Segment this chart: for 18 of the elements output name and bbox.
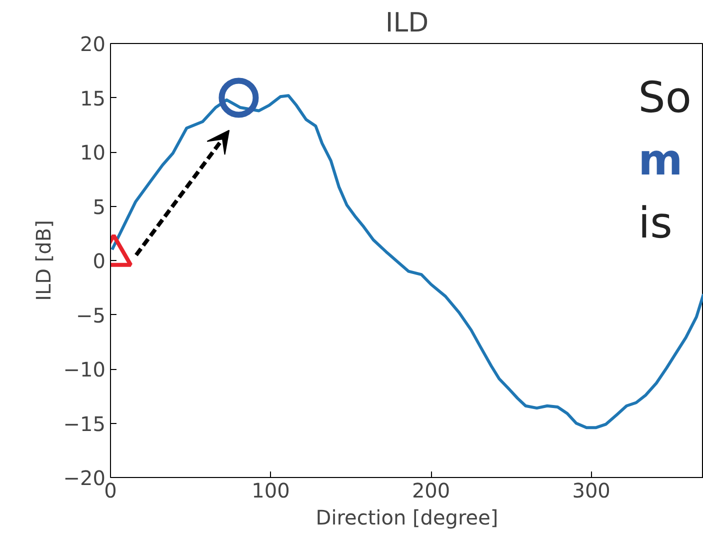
y-tick-label: −10 <box>63 358 106 382</box>
x-tick-label: 100 <box>252 478 290 502</box>
y-tick-label: 10 <box>80 140 106 164</box>
y-tick-label: 20 <box>80 32 106 56</box>
y-tick-label: −20 <box>63 466 106 490</box>
annotation: m <box>638 136 683 186</box>
x-tick-label: 300 <box>572 478 610 502</box>
y-tick-label: 5 <box>92 194 106 219</box>
y-axis-title: ILD [dB] <box>31 220 56 301</box>
annotation: is <box>638 198 672 249</box>
y-tick-label: −5 <box>76 303 106 328</box>
chart-title: ILD <box>385 8 429 38</box>
y-tick-label: 0 <box>92 249 106 273</box>
y-tick-label: −15 <box>63 412 106 436</box>
annotation: So <box>638 72 692 123</box>
x-tick-label: 200 <box>412 478 450 502</box>
y-tick-label: 15 <box>80 86 106 110</box>
x-axis-title: Direction [degree] <box>316 506 498 530</box>
